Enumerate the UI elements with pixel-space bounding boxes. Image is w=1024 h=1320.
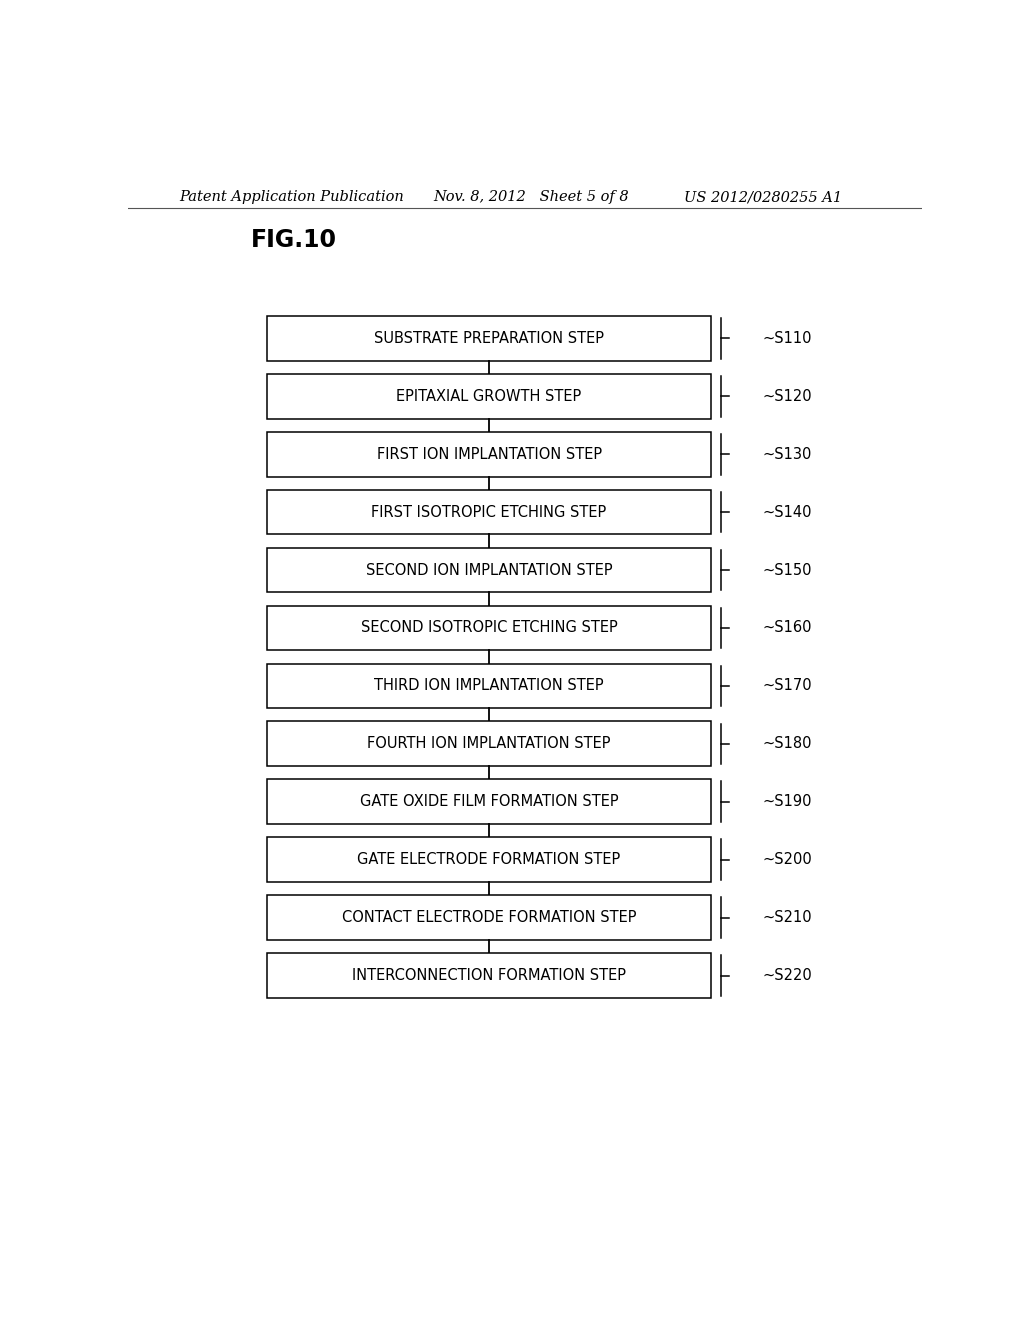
Text: Patent Application Publication: Patent Application Publication <box>179 190 404 205</box>
Text: ~S180: ~S180 <box>763 737 812 751</box>
Text: ~S110: ~S110 <box>763 331 812 346</box>
Bar <box>267 606 712 651</box>
Bar <box>267 779 712 824</box>
Bar <box>267 432 712 477</box>
Bar <box>267 722 712 766</box>
Bar <box>267 374 712 418</box>
Text: ~S120: ~S120 <box>763 388 812 404</box>
Text: SUBSTRATE PREPARATION STEP: SUBSTRATE PREPARATION STEP <box>374 331 604 346</box>
Text: ~S140: ~S140 <box>763 504 812 520</box>
Text: ~S200: ~S200 <box>763 853 813 867</box>
Text: Nov. 8, 2012   Sheet 5 of 8: Nov. 8, 2012 Sheet 5 of 8 <box>433 190 629 205</box>
Text: ~S160: ~S160 <box>763 620 812 635</box>
Text: FIRST ISOTROPIC ETCHING STEP: FIRST ISOTROPIC ETCHING STEP <box>372 504 606 520</box>
Bar <box>267 315 712 360</box>
Text: ~S190: ~S190 <box>763 795 812 809</box>
Text: ~S220: ~S220 <box>763 968 813 983</box>
Bar <box>267 664 712 709</box>
Text: US 2012/0280255 A1: US 2012/0280255 A1 <box>684 190 842 205</box>
Text: CONTACT ELECTRODE FORMATION STEP: CONTACT ELECTRODE FORMATION STEP <box>342 911 636 925</box>
Text: INTERCONNECTION FORMATION STEP: INTERCONNECTION FORMATION STEP <box>352 968 626 983</box>
Text: EPITAXIAL GROWTH STEP: EPITAXIAL GROWTH STEP <box>396 388 582 404</box>
Text: ~S150: ~S150 <box>763 562 812 578</box>
Text: ~S170: ~S170 <box>763 678 812 693</box>
Text: THIRD ION IMPLANTATION STEP: THIRD ION IMPLANTATION STEP <box>375 678 604 693</box>
Text: GATE OXIDE FILM FORMATION STEP: GATE OXIDE FILM FORMATION STEP <box>359 795 618 809</box>
Bar <box>267 895 712 940</box>
Text: ~S210: ~S210 <box>763 911 812 925</box>
Text: FIRST ION IMPLANTATION STEP: FIRST ION IMPLANTATION STEP <box>377 446 602 462</box>
Text: GATE ELECTRODE FORMATION STEP: GATE ELECTRODE FORMATION STEP <box>357 853 621 867</box>
Bar <box>267 837 712 882</box>
Bar <box>267 953 712 998</box>
Bar <box>267 548 712 593</box>
Bar <box>267 490 712 535</box>
Text: SECOND ION IMPLANTATION STEP: SECOND ION IMPLANTATION STEP <box>366 562 612 578</box>
Text: FIG.10: FIG.10 <box>251 228 337 252</box>
Text: FOURTH ION IMPLANTATION STEP: FOURTH ION IMPLANTATION STEP <box>368 737 611 751</box>
Text: SECOND ISOTROPIC ETCHING STEP: SECOND ISOTROPIC ETCHING STEP <box>360 620 617 635</box>
Text: ~S130: ~S130 <box>763 446 812 462</box>
